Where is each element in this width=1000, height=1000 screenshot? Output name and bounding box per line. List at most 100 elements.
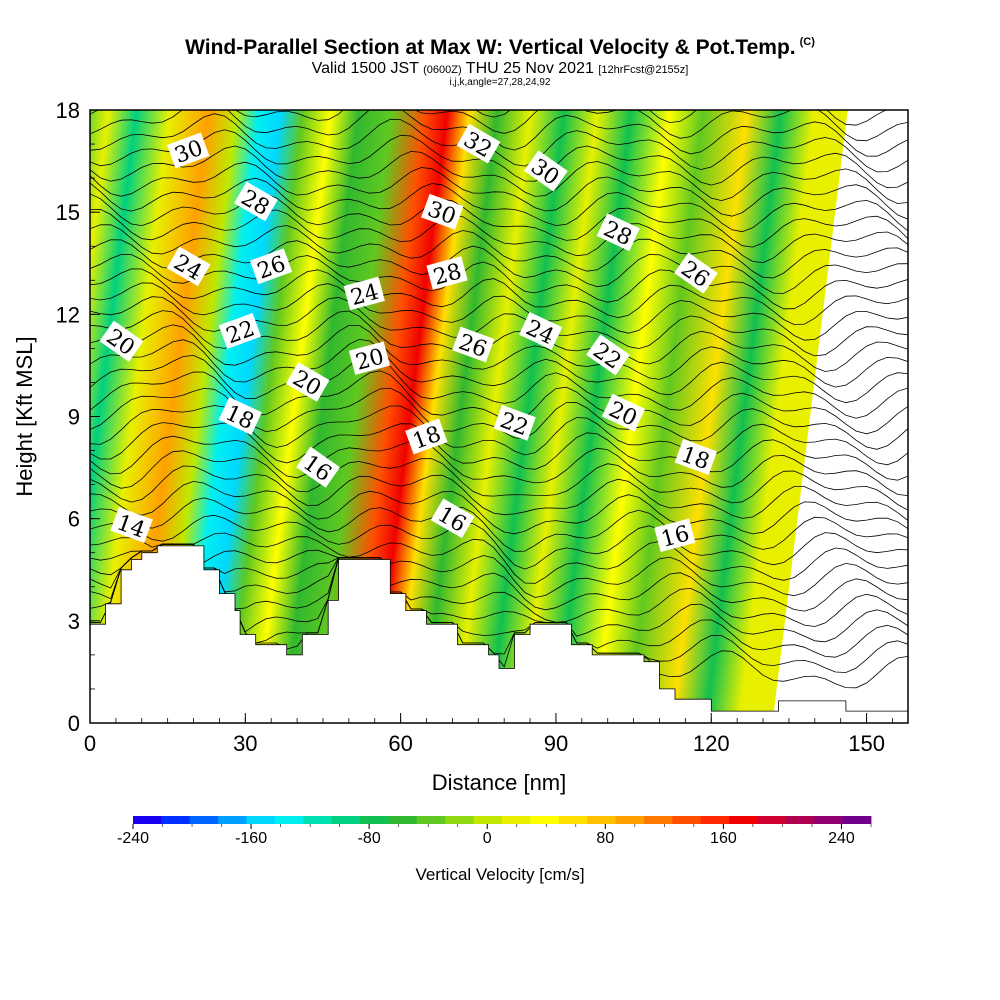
y-tick-label: 6 — [68, 507, 80, 532]
isentrope-line — [90, 239, 908, 294]
isentrope-line — [90, 37, 908, 94]
colorbar-swatch — [615, 816, 645, 824]
contour-label-bg — [296, 446, 341, 488]
colorbar-swatch — [274, 816, 304, 824]
contour-label-bg — [348, 341, 391, 375]
contour-label: 16 — [654, 518, 696, 553]
isentrope-line — [90, 254, 908, 310]
contour-label: 14 — [110, 507, 153, 543]
colorbar-swatch — [587, 816, 616, 824]
copyright-mark: (C) — [799, 36, 815, 48]
x-axis-label: Distance [nm] — [432, 770, 567, 795]
isentrope-line — [90, 532, 908, 584]
colorbar-swatch — [700, 816, 730, 824]
isentrope-line — [90, 480, 908, 535]
contour-label: 22 — [218, 313, 262, 349]
isentrope-line — [90, 497, 908, 552]
contour-label: 20 — [348, 341, 391, 376]
chart-title: Wind-Parallel Section at Max W: Vertical… — [185, 36, 815, 59]
y-tick-label: 12 — [56, 302, 80, 327]
contour-label-bg — [343, 276, 385, 311]
isentrope-line — [90, 543, 908, 598]
isentrope-line — [90, 177, 908, 233]
colorbar-swatch — [189, 816, 219, 824]
contour-label-bg — [654, 518, 696, 552]
x-tick-label: 60 — [388, 731, 412, 756]
contour-label-bg — [218, 313, 262, 349]
contour-label-bg — [218, 397, 262, 435]
y-tick-label: 3 — [68, 609, 80, 634]
colorbar-swatch — [814, 816, 844, 824]
contour-label-bg — [674, 252, 718, 294]
colorbar-tick-label: -240 — [117, 830, 149, 847]
colorbar-tick-label: -160 — [235, 830, 267, 847]
colorbar-swatch — [785, 816, 815, 824]
colorbar-swatch — [643, 816, 673, 824]
colorbar-tick-label: 80 — [596, 830, 614, 847]
isentrope-line — [845, 110, 846, 111]
isentrope-line — [90, 129, 908, 189]
contour-label-bg — [110, 507, 153, 543]
y-tick-label: 9 — [68, 405, 80, 430]
colorbar-swatch — [416, 816, 446, 824]
isentrope-line — [90, 110, 908, 157]
contour-label-bg — [99, 320, 144, 362]
chart-subtitle: Valid 1500 JST (0600Z) THU 25 Nov 2021 [… — [311, 60, 689, 77]
isentrope-line — [90, 282, 908, 341]
contour-label-bg — [234, 181, 278, 222]
contour-label: 26 — [249, 248, 293, 285]
contour-label: 26 — [452, 326, 495, 363]
isentrope-line — [90, 435, 908, 496]
colorbar-swatch — [360, 816, 389, 824]
colorbar-tick-label: 240 — [828, 830, 855, 847]
contour-label-bg — [493, 404, 536, 441]
isentrope-line — [90, 193, 908, 248]
contour-label-bg — [452, 326, 495, 363]
colorbar-tick-label: -80 — [358, 830, 381, 847]
colorbar-swatch — [473, 816, 503, 824]
contour-label-bg — [519, 312, 563, 350]
colorbar-swatch — [558, 816, 588, 824]
contour-label-bg — [166, 246, 211, 287]
colorbar-label: Vertical Velocity [cm/s] — [415, 865, 584, 884]
contour-label-bg — [421, 193, 464, 230]
y-tick-label: 18 — [56, 98, 80, 123]
isentrope-line — [90, 208, 908, 264]
colorbar-swatch — [502, 816, 531, 824]
colorbar-tick-label: 0 — [483, 830, 492, 847]
contour-label-bg — [456, 123, 501, 164]
colorbar-swatch — [729, 816, 758, 824]
contour-label: 18 — [405, 418, 448, 455]
contour-label-bg — [674, 439, 718, 475]
terrain — [89, 545, 909, 724]
colorbar-swatch — [218, 816, 247, 824]
contour-label-bg — [249, 248, 293, 285]
colorbar-swatch — [672, 816, 702, 824]
contour-label-bg — [523, 150, 568, 192]
contour-label-bg — [596, 213, 640, 252]
isentrope-line — [90, 450, 908, 511]
colorbar-swatch — [331, 816, 361, 824]
contour-label-bg — [430, 498, 475, 539]
isentrope-line — [90, 145, 908, 204]
colorbar-swatch — [388, 816, 418, 824]
isentrope-line — [90, 113, 908, 173]
contour-label-bg — [405, 418, 448, 455]
colorbar-swatch — [445, 816, 475, 824]
isentrope-line — [90, 110, 908, 142]
isentrope-line — [90, 324, 908, 388]
x-tick-label: 0 — [84, 731, 96, 756]
isentrope-line — [90, 543, 908, 612]
isentrope-line — [90, 224, 908, 279]
x-tick-label: 120 — [693, 731, 730, 756]
colorbar-swatch — [842, 816, 872, 824]
colorbar-swatch — [246, 816, 276, 824]
colorbar-swatch — [161, 816, 191, 824]
axes: 0 30 60 90 120 150 0 3 6 9 12 15 18 Distance [nm] Heig… — [12, 98, 893, 795]
contour-label-bg — [586, 334, 630, 376]
isentrope-line — [90, 338, 908, 404]
x-tick-label: 30 — [233, 731, 257, 756]
colorbar-tick-label: 160 — [710, 830, 737, 847]
colorbar: -240 -160 -80 0 80 160 240 Vertical Velocity [c… — [117, 816, 872, 884]
